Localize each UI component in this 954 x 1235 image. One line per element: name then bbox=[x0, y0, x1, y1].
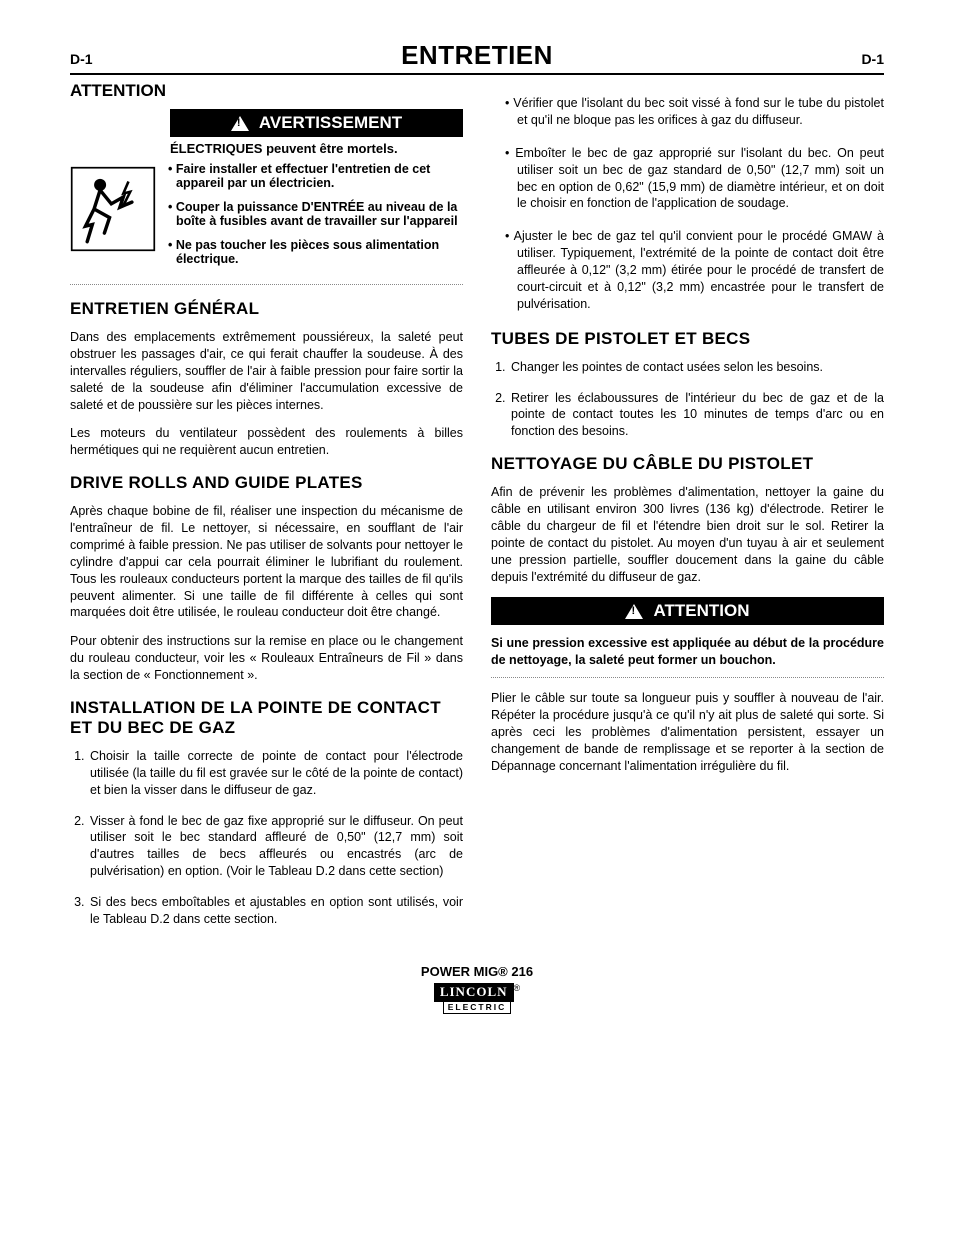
list-item: Ajuster le bec de gaz tel qu'il convient… bbox=[517, 228, 884, 312]
page-title: ENTRETIEN bbox=[401, 40, 553, 71]
body-text: Après chaque bobine de fil, réaliser une… bbox=[70, 503, 463, 621]
brand-name: LINCOLN bbox=[434, 983, 514, 1002]
tubes-list: Changer les pointes de contact usées sel… bbox=[491, 359, 884, 441]
warn-bullet: Couper la puissance D'ENTRÉE au niveau d… bbox=[168, 200, 463, 228]
brand-sub: ELECTRIC bbox=[443, 1002, 512, 1014]
list-item: Choisir la taille correcte de pointe de … bbox=[88, 748, 463, 799]
attention-banner: ATTENTION bbox=[491, 597, 884, 625]
body-text: Afin de prévenir les problèmes d'aliment… bbox=[491, 484, 884, 585]
bold-note: Si une pression excessive est appliquée … bbox=[491, 635, 884, 669]
body-text: Pour obtenir des instructions sur la rem… bbox=[70, 633, 463, 684]
footer-logo: LINCOLN® ELECTRIC bbox=[434, 983, 520, 1014]
avertissement-label: AVERTISSEMENT bbox=[259, 113, 402, 133]
list-item: Si des becs emboîtables et ajustables en… bbox=[88, 894, 463, 928]
body-text: Dans des emplacements extrêmement poussi… bbox=[70, 329, 463, 413]
registered-icon: ® bbox=[514, 983, 521, 993]
warning-bullets: Faire installer et effectuer l'entretien… bbox=[168, 162, 463, 276]
attention-heading: ATTENTION bbox=[70, 81, 463, 101]
list-item: Emboîter le bec de gaz approprié sur l'i… bbox=[517, 145, 884, 213]
attention-label: ATTENTION bbox=[653, 601, 749, 621]
footer-product: POWER MIG® 216 bbox=[70, 964, 884, 979]
page-code-right: D-1 bbox=[861, 51, 884, 67]
electric-shock-icon bbox=[70, 162, 156, 257]
warning-block: Faire installer et effectuer l'entretien… bbox=[70, 162, 463, 276]
content-columns: ATTENTION AVERTISSEMENT ÉLECTRIQUES peuv… bbox=[70, 81, 884, 942]
list-item: Retirer les éclaboussures de l'intérieur… bbox=[509, 390, 884, 441]
right-column: Vérifier que l'isolant du bec soit vissé… bbox=[491, 81, 884, 942]
install-list: Choisir la taille correcte de pointe de … bbox=[70, 748, 463, 928]
list-item: Vérifier que l'isolant du bec soit vissé… bbox=[517, 95, 884, 129]
body-text: Les moteurs du ventilateur possèdent des… bbox=[70, 425, 463, 459]
heading-tubes: TUBES DE PISTOLET ET BECS bbox=[491, 329, 884, 349]
warn-bullet: Ne pas toucher les pièces sous alimentat… bbox=[168, 238, 463, 266]
avertissement-banner: AVERTISSEMENT bbox=[170, 109, 463, 137]
heading-entretien-general: ENTRETIEN GÉNÉRAL bbox=[70, 299, 463, 319]
heading-nettoyage: NETTOYAGE DU CÂBLE DU PISTOLET bbox=[491, 454, 884, 474]
divider bbox=[70, 284, 463, 285]
page-footer: POWER MIG® 216 LINCOLN® ELECTRIC bbox=[70, 964, 884, 1015]
electriques-sublabel: ÉLECTRIQUES peuvent être mortels. bbox=[170, 141, 463, 156]
heading-installation: INSTALLATION DE LA POINTE DE CONTACT ET … bbox=[70, 698, 463, 738]
heading-drive-rolls: DRIVE ROLLS AND GUIDE PLATES bbox=[70, 473, 463, 493]
warning-triangle-icon bbox=[625, 604, 643, 619]
left-column: ATTENTION AVERTISSEMENT ÉLECTRIQUES peuv… bbox=[70, 81, 463, 942]
warn-bullet: Faire installer et effectuer l'entretien… bbox=[168, 162, 463, 190]
warning-triangle-icon bbox=[231, 116, 249, 131]
list-item: Visser à fond le bec de gaz fixe appropr… bbox=[88, 813, 463, 881]
list-item: Changer les pointes de contact usées sel… bbox=[509, 359, 884, 376]
divider bbox=[491, 677, 884, 678]
page-header: D-1 ENTRETIEN D-1 bbox=[70, 40, 884, 75]
page-code-left: D-1 bbox=[70, 51, 93, 67]
body-text: Plier le câble sur toute sa longueur pui… bbox=[491, 690, 884, 774]
top-bullets: Vérifier que l'isolant du bec soit vissé… bbox=[491, 95, 884, 313]
